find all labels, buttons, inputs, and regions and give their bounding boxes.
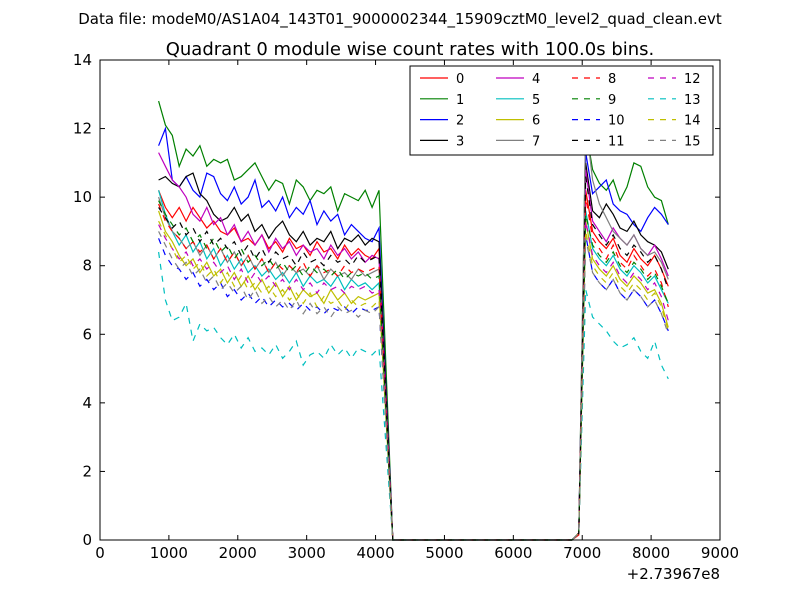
legend-label-2: 2 <box>456 114 464 129</box>
series-line-1 <box>158 100 669 541</box>
x-tick-label: 9000 <box>701 544 739 562</box>
y-tick-label: 2 <box>82 462 92 480</box>
legend-label-1: 1 <box>456 93 464 108</box>
legend-label-12: 12 <box>684 72 701 87</box>
x-tick-label: 4000 <box>356 544 394 562</box>
series-line-8 <box>158 197 669 541</box>
legend-label-7: 7 <box>532 134 540 149</box>
legend-label-3: 3 <box>456 134 464 149</box>
x-tick-label: 1000 <box>150 544 188 562</box>
legend-label-6: 6 <box>532 114 540 129</box>
x-offset-label: +2.73967e8 <box>627 565 720 583</box>
x-tick-label: 2000 <box>219 544 257 562</box>
y-tick-label: 6 <box>82 325 92 343</box>
x-tick-label: 3000 <box>288 544 326 562</box>
legend-label-0: 0 <box>456 72 464 87</box>
axes-frame <box>99 59 721 541</box>
series-line-4 <box>158 152 669 541</box>
x-tick-label: 7000 <box>563 544 601 562</box>
legend-box <box>409 65 714 156</box>
x-tick-label: 8000 <box>632 544 670 562</box>
y-tick-label: 10 <box>73 188 92 206</box>
legend-label-8: 8 <box>608 72 616 87</box>
y-tick-label: 14 <box>73 51 92 69</box>
series-line-2 <box>158 126 669 541</box>
legend-label-4: 4 <box>532 72 540 87</box>
y-tick-label: 8 <box>82 257 92 275</box>
x-tick-label: 0 <box>95 544 105 562</box>
legend-label-5: 5 <box>532 93 540 108</box>
chart-title: Quadrant 0 module wise count rates with … <box>166 39 655 60</box>
data-file-label: Data file: modeM0/AS1A04_143T01_90000023… <box>78 10 722 29</box>
legend-label-11: 11 <box>608 134 625 149</box>
x-tick-label: 6000 <box>494 544 532 562</box>
y-tick-label: 0 <box>82 531 92 549</box>
legend-label-10: 10 <box>608 114 625 129</box>
plot-area: 0 1000 2000 3000 4000 5000 6000 7000 8000 9000 0 2 4… <box>73 51 739 562</box>
legend-label-15: 15 <box>684 134 701 149</box>
series-line-13 <box>158 251 669 541</box>
y-tick-label: 12 <box>73 120 92 138</box>
y-tick-label: 4 <box>82 394 92 412</box>
series-line-7 <box>158 121 669 541</box>
series-line-15 <box>158 231 669 541</box>
series-line-10 <box>158 234 669 541</box>
legend-label-9: 9 <box>608 93 616 108</box>
x-tick-label: 5000 <box>425 544 463 562</box>
legend-label-14: 14 <box>684 114 701 129</box>
legend-label-13: 13 <box>684 93 701 108</box>
